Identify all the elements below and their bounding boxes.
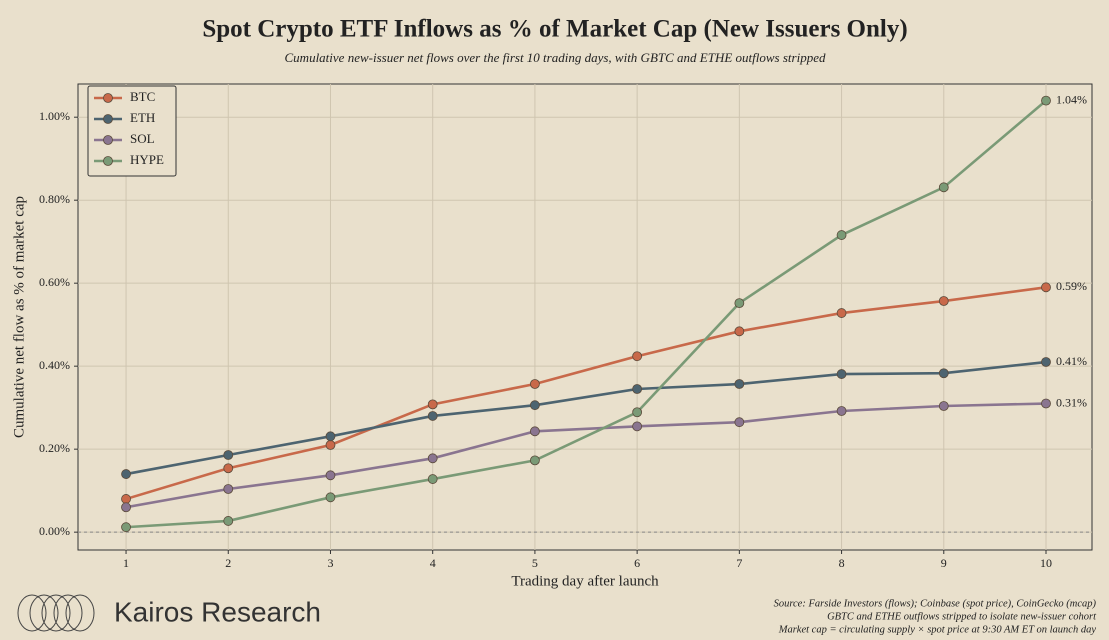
chart-subtitle: Cumulative new-issuer net flows over the… bbox=[285, 50, 826, 65]
point bbox=[836, 230, 847, 240]
y-tick-label: 0.00% bbox=[39, 524, 70, 538]
point bbox=[427, 474, 438, 484]
point bbox=[121, 502, 131, 513]
legend-marker bbox=[103, 135, 113, 145]
legend-label: BTC bbox=[130, 89, 155, 104]
point bbox=[836, 406, 847, 416]
legend-marker bbox=[103, 114, 113, 124]
x-axis-label: Trading day after launch bbox=[511, 573, 659, 589]
x-tick-label: 10 bbox=[1040, 556, 1052, 570]
point bbox=[223, 463, 234, 474]
point bbox=[734, 417, 745, 428]
value-label: 1.04% bbox=[1056, 92, 1087, 106]
source-line: Source: Farside Investors (flows); Coinb… bbox=[774, 598, 1097, 609]
point bbox=[223, 450, 234, 460]
y-tick-label: 0.40% bbox=[39, 358, 70, 372]
point bbox=[938, 182, 949, 193]
point bbox=[530, 400, 540, 411]
source-line: Market cap = circulating supply × spot p… bbox=[778, 624, 1097, 635]
logo bbox=[17, 594, 95, 632]
point bbox=[325, 431, 336, 442]
plot-frame bbox=[77, 83, 1093, 551]
legend-box bbox=[87, 85, 177, 177]
point bbox=[530, 379, 540, 389]
series-line bbox=[125, 360, 1047, 476]
x-tick-label: 2 bbox=[225, 556, 231, 570]
chart-title: Spot Crypto ETF Inflows as % of Market C… bbox=[202, 16, 907, 43]
brand: Kairos Research bbox=[114, 596, 321, 627]
point bbox=[938, 401, 949, 411]
value-label: 0.41% bbox=[1056, 354, 1087, 368]
point bbox=[325, 470, 336, 481]
source-line: GBTC and ETHE outflows stripped to isola… bbox=[827, 611, 1097, 622]
series-line bbox=[125, 402, 1047, 509]
y-tick-label: 1.00% bbox=[39, 109, 70, 123]
point bbox=[1041, 95, 1051, 106]
point bbox=[632, 351, 643, 362]
value-label: 0.31% bbox=[1056, 395, 1087, 409]
point bbox=[938, 368, 949, 379]
legend-label: ETH bbox=[130, 110, 155, 125]
y-tick-label: 0.60% bbox=[39, 275, 70, 289]
x-tick-label: 4 bbox=[430, 556, 436, 570]
point bbox=[734, 298, 745, 308]
point bbox=[1041, 398, 1051, 409]
legend-marker bbox=[103, 156, 113, 166]
point bbox=[1041, 282, 1051, 293]
point bbox=[121, 494, 131, 504]
point bbox=[223, 484, 234, 494]
point bbox=[325, 492, 336, 503]
point bbox=[836, 369, 847, 379]
point bbox=[427, 399, 438, 410]
x-tick-label: 8 bbox=[839, 556, 845, 570]
point bbox=[734, 326, 745, 337]
legend: BTC ETH SOL HYPE bbox=[87, 85, 177, 177]
point bbox=[1041, 357, 1051, 367]
point bbox=[427, 453, 438, 464]
point bbox=[530, 455, 540, 466]
point bbox=[632, 421, 643, 432]
legend-marker bbox=[103, 93, 113, 103]
series-line bbox=[125, 99, 1047, 529]
y-tick-label: 0.80% bbox=[39, 192, 70, 206]
point bbox=[938, 296, 949, 306]
point bbox=[427, 411, 438, 421]
x-tick-label: 3 bbox=[327, 556, 333, 570]
x-tick-label: 9 bbox=[941, 556, 947, 570]
legend-label: SOL bbox=[130, 131, 155, 146]
point bbox=[734, 379, 745, 389]
point bbox=[632, 407, 643, 418]
x-tick-label: 6 bbox=[634, 556, 640, 570]
series-line bbox=[125, 286, 1047, 501]
x-tick-label: 1 bbox=[123, 556, 129, 570]
point bbox=[121, 522, 131, 533]
point bbox=[325, 440, 336, 450]
y-axis-label: Cumulative net flow as % of market cap bbox=[11, 196, 27, 438]
y-tick-label: 0.20% bbox=[39, 441, 70, 455]
x-tick-label: 5 bbox=[532, 556, 538, 570]
legend-label: HYPE bbox=[130, 152, 164, 167]
x-tick-label: 7 bbox=[736, 556, 742, 570]
value-label: 0.59% bbox=[1056, 279, 1087, 293]
point bbox=[632, 384, 643, 394]
point bbox=[836, 308, 847, 318]
point bbox=[121, 469, 131, 479]
point bbox=[530, 426, 540, 437]
point bbox=[223, 516, 234, 526]
